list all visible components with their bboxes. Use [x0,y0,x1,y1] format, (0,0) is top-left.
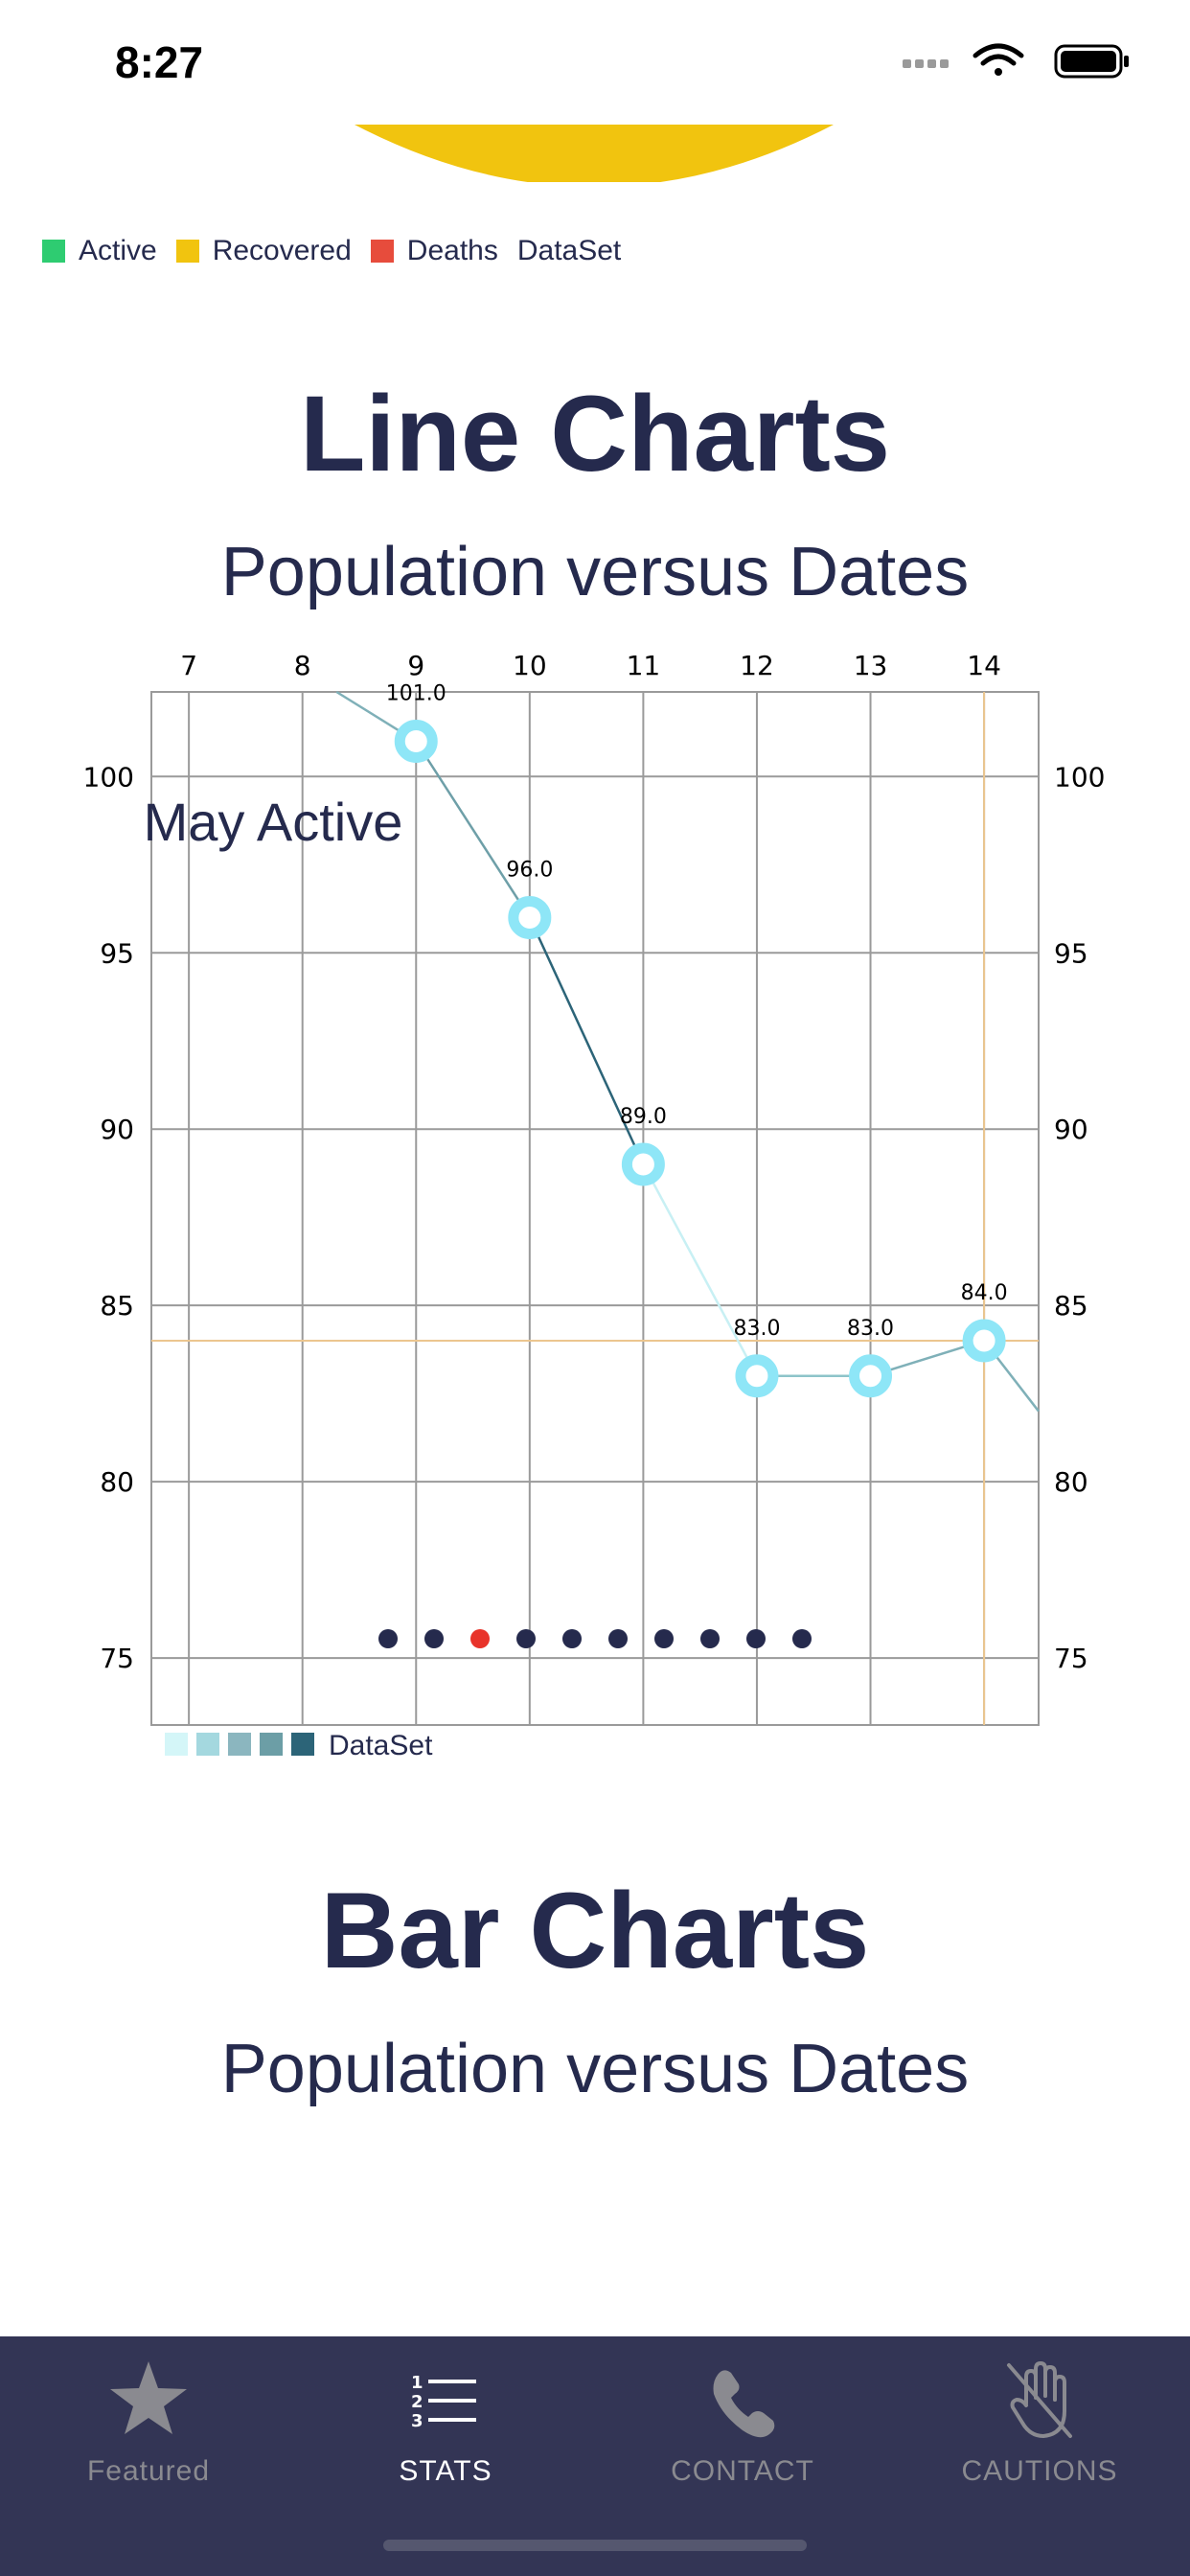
svg-text:2: 2 [411,2392,423,2412]
status-bar: 8:27 [0,0,1190,125]
svg-text:3: 3 [411,2411,423,2431]
line-charts-subtitle: Population versus Dates [220,534,970,610]
data-point[interactable] [735,1354,779,1398]
y-tick-label-left: 95 [100,937,134,969]
bar-charts-subtitle: Population versus Dates [220,2031,970,2107]
y-tick-label-right: 75 [1054,1643,1088,1674]
page-indicator-dot[interactable] [746,1629,766,1648]
tab-contact-label: CONTACT [671,2455,814,2487]
x-tick-label: 10 [513,650,547,681]
y-tick-label-right: 95 [1054,937,1088,969]
legend-swatch [260,1733,283,1756]
series-line-segment [642,1163,759,1377]
status-icons [903,43,1129,79]
battery-icon [1054,44,1129,79]
x-tick-label: 8 [294,650,311,681]
y-tick-label-right: 85 [1054,1290,1088,1322]
page-indicator-dot[interactable] [424,1629,444,1648]
page-indicator-dot[interactable] [378,1629,398,1648]
tab-cautions[interactable]: CAUTIONS [891,2336,1188,2499]
chart-border [150,691,1040,1726]
tab-stats-label: STATS [399,2455,492,2487]
page-indicator-dot[interactable] [654,1629,674,1648]
home-indicator [383,2540,807,2551]
no-touch-hand-icon [1007,2361,1072,2438]
page-indicator-dot[interactable] [516,1629,536,1648]
tab-featured-label: Featured [86,2455,211,2487]
page-indicator-dot[interactable] [562,1629,582,1648]
x-tick-label: 12 [740,650,774,681]
legend-swatch [291,1733,314,1756]
data-point-label: 96.0 [506,858,553,882]
x-tick-label: 7 [180,650,197,681]
legend-swatch-active [42,240,65,263]
legend-swatch [196,1733,219,1756]
series-line-segment [415,740,531,919]
data-point-label: 83.0 [733,1317,780,1341]
star-icon [110,2361,187,2434]
status-time: 8:27 [115,37,204,87]
x-tick-label: 13 [854,650,888,681]
tab-featured[interactable]: Featured [0,2336,297,2499]
data-point[interactable] [508,895,552,939]
data-point[interactable] [962,1319,1006,1363]
page-indicator-dot[interactable] [792,1629,812,1648]
data-point-label: 84.0 [961,1281,1008,1305]
page-indicator-dot[interactable] [700,1629,720,1648]
svg-text:1: 1 [411,2373,423,2393]
data-point-label: 89.0 [620,1105,667,1129]
data-point[interactable] [621,1142,665,1186]
legend-label-active: Active [79,235,157,266]
y-tick-label-right: 80 [1054,1466,1088,1498]
legend-label-deaths: Deaths [406,235,498,266]
signal-icon [903,59,949,68]
tab-cautions-label: CAUTIONS [961,2455,1118,2487]
x-tick-label: 9 [407,650,424,681]
data-point-label: 101.0 [386,682,446,706]
page-indicator-dot[interactable] [470,1629,490,1648]
chart-description: May Active [144,792,403,852]
y-tick-label-left: 75 [100,1643,134,1674]
y-tick-label-right: 100 [1054,761,1105,793]
y-tick-label-left: 85 [100,1290,134,1322]
x-tick-label: 14 [967,650,1001,681]
y-tick-label-left: 100 [83,761,134,793]
pie-slice-recovered [355,125,834,182]
pie-legend: Active Recovered Deaths DataSet [42,232,640,270]
data-point-label: 83.0 [847,1317,894,1341]
y-tick-label-left: 90 [100,1114,134,1145]
y-tick-label-left: 80 [100,1466,134,1498]
line-charts-title: Line Charts [299,374,891,494]
page-indicator-dot[interactable] [608,1629,628,1648]
tab-contact[interactable]: CONTACT [594,2336,891,2499]
phone-icon [713,2370,775,2438]
bar-charts-title: Bar Charts [320,1871,870,1990]
legend-swatch-deaths [370,240,394,263]
legend-label-dataset: DataSet [516,235,622,266]
x-tick-label: 11 [627,650,661,681]
legend-swatch-recovered [175,240,199,263]
legend-swatch [165,1733,188,1756]
legend-label: DataSet [329,1730,433,1761]
y-tick-label-right: 90 [1054,1114,1088,1145]
data-point[interactable] [849,1354,893,1398]
legend-label-recovered: Recovered [212,235,352,266]
data-point[interactable] [394,720,438,764]
legend-swatch [228,1733,251,1756]
numbered-list-icon: 123 [411,2373,476,2431]
wifi-icon [973,43,1024,76]
pie-chart-remnant [355,125,834,182]
line-chart[interactable]: 7 8 9 10 11 12 13 14 75 75 80 80 85 85 90 90 95 95 100 100 1… [0,632,1190,1782]
series-line-segment [528,916,645,1165]
